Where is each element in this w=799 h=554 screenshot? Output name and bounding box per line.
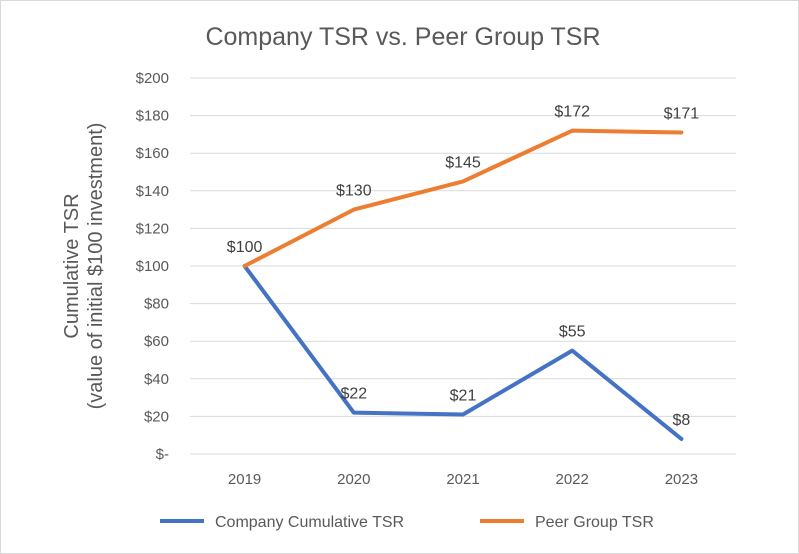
series-line-1	[242, 128, 684, 268]
data-label: $100	[227, 239, 263, 256]
x-tick-label: 2020	[337, 471, 370, 488]
y-tick-label: $60	[144, 333, 169, 350]
chart-title: Company TSR vs. Peer Group TSR	[205, 23, 600, 51]
data-label: $22	[340, 386, 367, 403]
y-tick-label: $160	[136, 145, 169, 162]
y-tick-label: $120	[136, 220, 169, 237]
data-label: $55	[559, 324, 586, 341]
y-tick-label: $140	[136, 183, 169, 200]
legend-label: Company Cumulative TSR	[215, 514, 404, 531]
y-tick-label: $20	[144, 408, 169, 425]
x-tick-label: 2021	[446, 471, 479, 488]
data-label: $145	[445, 154, 481, 171]
y-tick-label: $180	[136, 108, 169, 125]
y-axis-label-line2: (value of initial $100 investment)	[85, 123, 107, 410]
x-tick-label: 2023	[665, 471, 698, 488]
data-label: $171	[664, 106, 700, 123]
x-tick-label: 2022	[556, 471, 589, 488]
y-tick-label: $200	[136, 70, 169, 87]
data-label: $130	[336, 183, 372, 200]
x-tick-label: 2019	[228, 471, 261, 488]
data-label: $21	[450, 388, 477, 405]
series-line-0	[242, 264, 684, 441]
y-tick-label: $100	[136, 258, 169, 275]
y-axis-label-line1: Cumulative TSR	[61, 193, 83, 338]
y-tick-label: $80	[144, 296, 169, 313]
data-label: $172	[554, 104, 590, 121]
y-tick-label: $40	[144, 371, 169, 388]
y-tick-label: $-	[156, 446, 169, 463]
data-label: $8	[673, 412, 691, 429]
legend-label: Peer Group TSR	[535, 514, 654, 531]
